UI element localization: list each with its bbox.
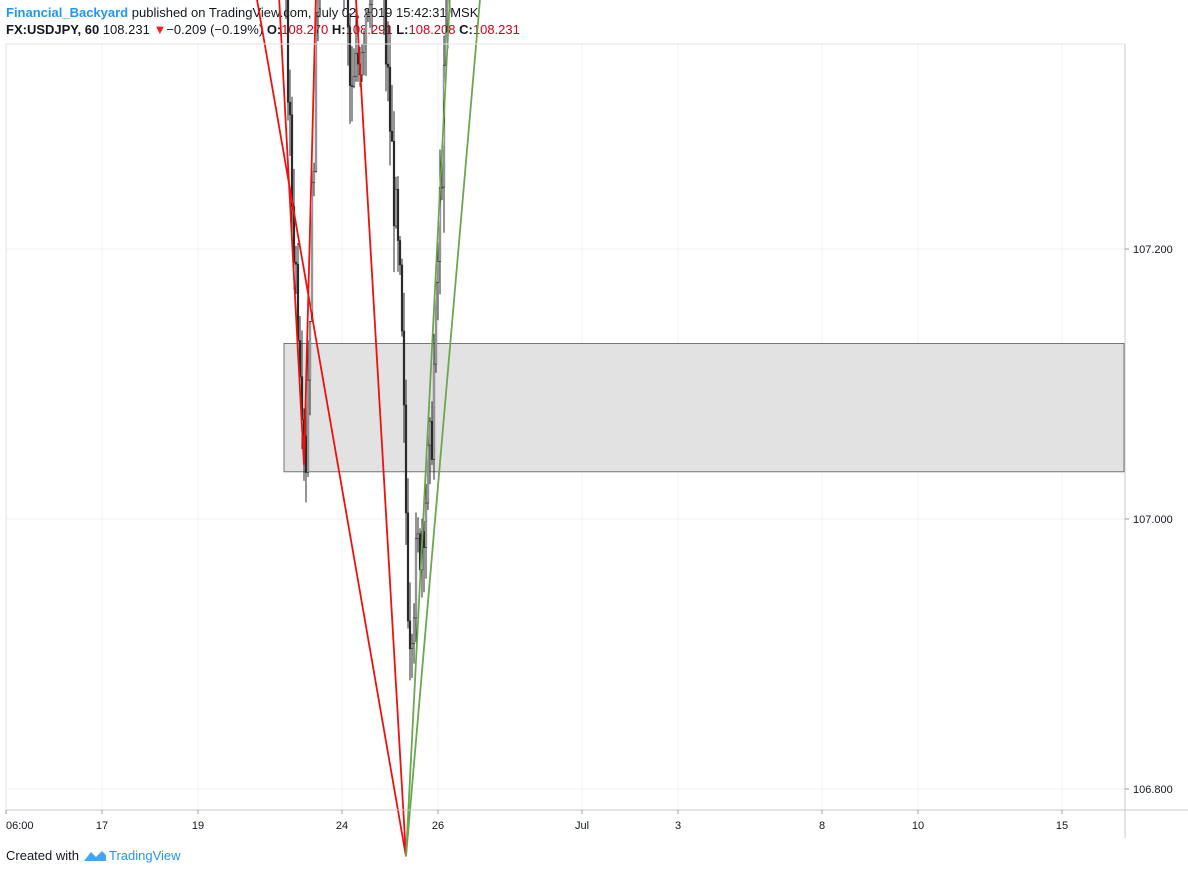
candle-body [424,502,428,548]
red-pattern-line [256,0,407,857]
candle-body [388,66,392,132]
price-tick-label: 106.800 [1133,784,1173,796]
candle-body [368,4,372,13]
axes: 109.400109.200109.000108.800108.600108.4… [5,43,1188,838]
open-label: O: [266,22,282,37]
price-zone [283,343,1125,473]
candle-body [304,435,308,473]
down-arrow-icon: ▼ [153,22,167,37]
price-change: −0.209 (−0.19%) [166,22,264,37]
candle-body [416,533,420,539]
candle-body [430,420,434,460]
publish-line: Financial_Backyard published on TradingV… [6,4,520,21]
time-tick-label: 17 [96,820,108,832]
symbol-label: FX:USDJPY, 60 [6,22,100,37]
time-tick-label: 3 [675,820,681,832]
low-value: 108.208 [408,22,456,37]
close-label: C: [459,22,473,37]
candle-body [394,188,398,227]
candle-body [432,363,436,460]
candle-body [286,0,290,103]
time-tick-label: 10 [912,820,924,832]
publish-info: published on TradingView.com, July 02, 2… [131,5,479,20]
candle-body [364,14,368,44]
time-tick-label: 26 [432,820,444,832]
candles [285,0,451,681]
close-value: 108.231 [472,22,520,37]
candle-body [316,0,320,13]
created-with-label: Created with [6,848,79,863]
candle-body [440,186,444,189]
time-tick-label: 8 [819,820,825,832]
candle-body [422,531,426,548]
support-resistance-zones [283,343,1125,473]
candle-body [390,130,394,142]
candle-body [350,85,354,87]
time-tick-label: 19 [192,820,204,832]
candle-body [400,264,404,332]
time-tick-label: Jul [575,820,589,832]
candle-body [384,0,388,65]
candle-body [366,12,370,15]
harmonic-patterns [256,0,481,857]
candle-body [348,26,352,86]
tradingview-brand[interactable]: TradingView [108,848,181,863]
candle-body [294,261,298,265]
time-tick-label: 06:00 [6,820,34,832]
candle-body [428,420,432,446]
candle-body [414,538,418,619]
candle-body [402,330,406,406]
candle-body [412,617,416,644]
tradingview-logo-icon [83,850,106,861]
low-label: L: [396,22,409,37]
candle-body [426,444,430,504]
candle-body [288,101,292,116]
candle-body [290,114,294,207]
candle-body [396,188,400,241]
time-tick-label: 24 [336,820,348,832]
candle-body [436,261,440,283]
last-price: 108.231 [102,22,150,37]
candle-body [410,643,414,650]
high-label: H: [331,22,346,37]
candle-body [352,76,356,87]
grid-lines [5,44,1125,810]
candle-body [404,404,408,514]
candle-body [370,0,374,5]
time-tick-label: 15 [1056,820,1068,832]
price-tick-label: 107.200 [1133,244,1173,256]
candle-body [308,321,312,381]
candle-body [354,52,358,77]
candle-body [360,52,364,76]
candle-body [306,379,310,473]
candle-body [346,0,350,28]
footer: Created with TradingView [6,848,181,863]
price-tick-label: 107.000 [1133,514,1173,526]
candle-body [408,620,412,650]
candle-body [398,240,402,266]
candle-body [392,141,396,227]
candle-body [386,63,390,68]
author-link[interactable]: Financial_Backyard [6,5,129,20]
candle-body [406,512,410,622]
candle-body [362,43,366,53]
candle-body [312,171,316,183]
green-pattern-line [405,0,481,857]
